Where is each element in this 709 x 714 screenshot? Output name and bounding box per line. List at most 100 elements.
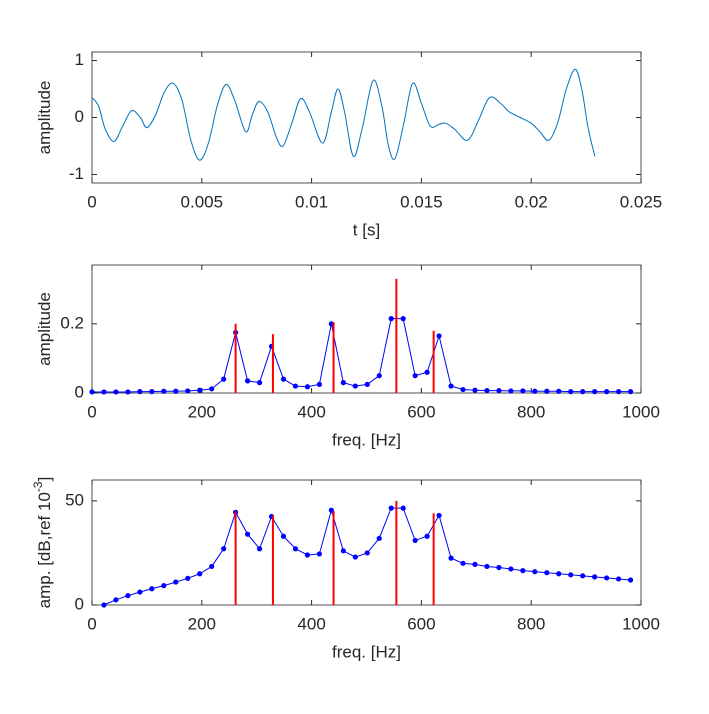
y-axis-label: amp. [dB,ref 10-3]: [31, 477, 54, 609]
x-tick-label: 800: [517, 614, 545, 633]
x-axis-label: t [s]: [353, 220, 380, 239]
axes-box: [91, 264, 642, 394]
axes-box: [91, 479, 642, 606]
marker: [125, 593, 131, 599]
marker: [113, 597, 119, 603]
y-tick-label: 50: [65, 490, 84, 509]
marker: [149, 389, 155, 395]
marker: [544, 388, 550, 394]
series-line: [92, 318, 631, 393]
marker: [460, 386, 466, 393]
y-axis-label-text: amplitude: [35, 292, 54, 366]
marker: [436, 512, 442, 519]
marker: [209, 563, 215, 570]
marker: [137, 389, 143, 395]
y-axis-label-end: ]: [35, 477, 54, 482]
marker: [352, 383, 358, 389]
marker: [388, 316, 394, 322]
marker: [400, 505, 406, 511]
marker: [472, 387, 478, 393]
marker: [532, 388, 538, 394]
x-tick-label: 0.015: [400, 192, 443, 211]
marker: [364, 381, 370, 387]
marker: [256, 380, 263, 386]
marker: [292, 383, 299, 389]
marker: [448, 555, 454, 561]
marker: [316, 551, 322, 557]
y-tick-label: 0: [75, 107, 84, 126]
marker: [484, 387, 490, 394]
y-tick-label: -1: [69, 164, 84, 183]
marker: [496, 564, 502, 571]
y-axis-label-text: amp. [dB,ref 10: [35, 492, 54, 608]
marker: [185, 388, 191, 394]
marker: [340, 548, 346, 554]
marker: [520, 388, 526, 394]
marker: [496, 387, 502, 394]
marker: [508, 388, 514, 394]
marker: [149, 586, 155, 592]
marker: [556, 571, 562, 577]
x-tick-label: 1000: [622, 614, 660, 633]
marker: [185, 575, 191, 581]
marker: [592, 574, 598, 580]
marker: [484, 563, 490, 570]
marker: [376, 535, 382, 541]
marker: [221, 546, 227, 552]
marker: [89, 389, 95, 395]
x-tick-label: 600: [407, 402, 435, 421]
y-axis-label-sup: -3: [31, 481, 45, 492]
x-axis-label: freq. [Hz]: [332, 430, 401, 449]
y-axis-label: amplitude: [35, 81, 54, 155]
axes-box: [91, 51, 642, 184]
x-tick-label: 0.005: [181, 192, 224, 211]
y-axis-label: amplitude: [35, 292, 54, 366]
marker: [280, 533, 287, 539]
subplot: 0 200 400 600 800 1000 0 0.2 freq. [Hz] amplitude: [35, 264, 660, 449]
marker: [280, 376, 287, 382]
marker: [352, 554, 358, 560]
marker: [364, 550, 370, 556]
marker: [197, 571, 203, 577]
marker: [244, 531, 251, 537]
marker: [532, 569, 538, 575]
series-line: [91, 68, 596, 161]
marker: [209, 386, 215, 392]
marker: [460, 560, 466, 566]
subplot: 0 200 400 600 800 1000 0 50 freq. [Hz] amp. [dB,r…: [31, 477, 660, 662]
marker: [448, 383, 454, 389]
marker: [412, 537, 418, 544]
x-tick-label: 400: [297, 402, 325, 421]
x-tick-label: 800: [517, 402, 545, 421]
y-axis-label-text: amplitude: [35, 81, 54, 155]
x-tick-label: 400: [297, 614, 325, 633]
marker: [472, 561, 478, 567]
marker: [556, 388, 562, 394]
marker: [316, 381, 322, 387]
marker: [544, 570, 550, 576]
marker: [412, 373, 418, 379]
marker: [161, 388, 167, 394]
x-tick-label: 600: [407, 614, 435, 633]
marker: [400, 316, 406, 322]
marker: [137, 589, 143, 595]
marker: [580, 389, 586, 395]
marker: [616, 389, 622, 395]
marker: [388, 505, 394, 511]
x-tick-label: 0: [87, 192, 96, 211]
marker: [125, 389, 131, 395]
x-tick-label: 0.025: [620, 192, 663, 211]
marker: [508, 566, 514, 572]
marker: [113, 389, 119, 395]
y-tick-label: 0.2: [60, 313, 84, 332]
x-tick-label: 0.02: [515, 192, 548, 211]
marker: [101, 389, 107, 395]
marker: [568, 389, 574, 395]
marker: [604, 575, 610, 581]
marker: [304, 384, 311, 390]
marker: [161, 583, 167, 589]
marker: [580, 573, 586, 579]
marker: [520, 568, 526, 574]
y-tick-label: 0: [75, 594, 84, 613]
